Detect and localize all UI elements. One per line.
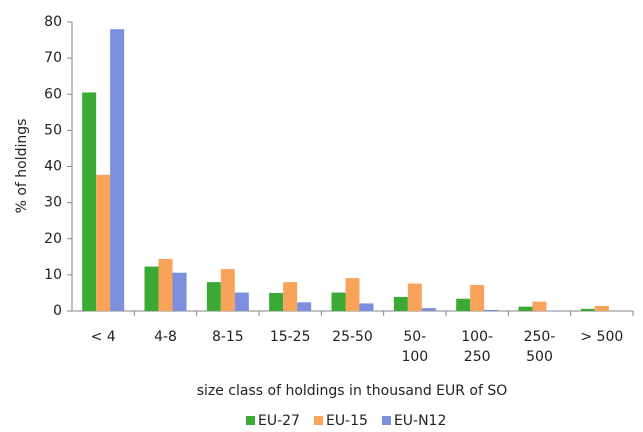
legend-label: EU-27: [258, 413, 300, 429]
bar: [269, 292, 284, 311]
legend-label: EU-N12: [394, 413, 446, 429]
x-tick-label: 50-100: [401, 329, 428, 365]
x-tick-label: 250-500: [524, 329, 556, 365]
bar: [297, 302, 312, 311]
y-tick-label: 80: [44, 14, 62, 30]
bar: [484, 309, 499, 311]
x-tick-label: < 4: [91, 329, 116, 345]
y-tick-label: 40: [44, 159, 62, 175]
bar: [359, 303, 374, 311]
legend-label: EU-15: [326, 413, 368, 429]
y-tick-label: 70: [44, 50, 62, 66]
y-tick-label: 0: [53, 303, 62, 319]
bar: [518, 306, 533, 311]
bar: [393, 296, 408, 311]
bar: [110, 29, 125, 311]
x-axis-title: size class of holdings in thousand EUR o…: [197, 383, 508, 399]
x-tick-label: > 500: [580, 329, 623, 345]
bar: [82, 92, 97, 311]
y-tick-label: 60: [44, 86, 62, 102]
x-tick-label: 4-8: [154, 329, 177, 345]
legend-swatch: [381, 416, 391, 425]
y-axis-title: % of holdings: [14, 119, 30, 214]
bar: [96, 174, 111, 311]
y-tick-label: 30: [44, 195, 62, 211]
bar: [580, 308, 595, 311]
bar: [172, 272, 187, 311]
bar: [206, 282, 221, 311]
x-tick-label: 25-50: [332, 329, 373, 345]
bar: [234, 292, 249, 311]
bar: [331, 292, 346, 311]
legend-swatch: [313, 416, 323, 425]
legend-swatch: [246, 416, 255, 425]
bar: [158, 258, 173, 311]
bar: [407, 283, 422, 311]
bar: [470, 284, 485, 311]
y-tick-label: 50: [44, 122, 62, 138]
bar: [144, 266, 159, 311]
y-tick-label: 10: [44, 267, 62, 283]
bar: [456, 298, 471, 311]
x-tick-label: 15-25: [270, 329, 311, 345]
bar: [220, 269, 235, 311]
x-tick-label: 8-15: [212, 329, 244, 345]
bar: [283, 282, 298, 311]
bar: [421, 308, 436, 311]
bar: [532, 301, 547, 311]
bar: [594, 305, 609, 311]
y-tick-label: 20: [44, 231, 62, 247]
bar: [345, 278, 360, 311]
x-tick-label: 100-250: [461, 329, 493, 365]
